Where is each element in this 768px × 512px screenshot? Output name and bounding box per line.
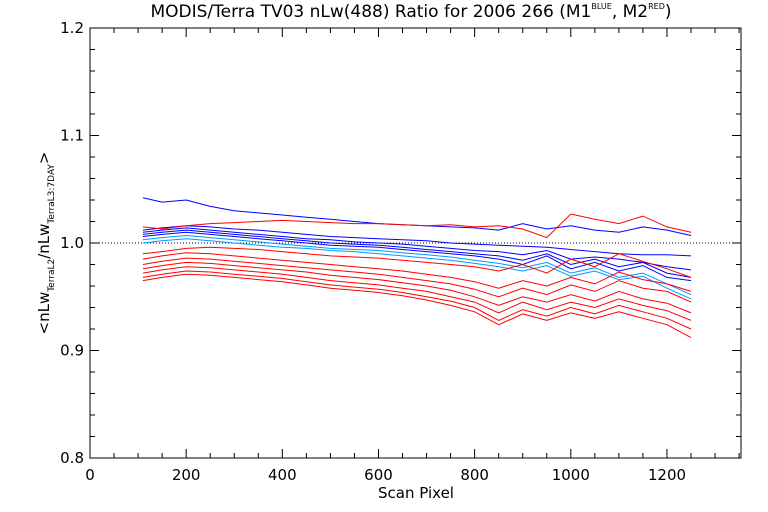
series-line-7: [142, 238, 692, 300]
series-line-2: [142, 225, 692, 257]
ylabel-sub1: TerraL2: [47, 259, 57, 293]
ylabel-part3: >: [35, 152, 53, 165]
series-line-12: [142, 261, 692, 314]
x-tick-label: 1000: [552, 466, 590, 484]
y-axis-title: <nLwTerraL2/nLwTerraL3:7DAY>: [35, 152, 57, 335]
y-tick-label: 0.9: [60, 342, 84, 360]
x-tick-label: 1200: [648, 466, 686, 484]
series-line-8: [142, 213, 692, 239]
axes-layer: 0 200 400 600 800 1000 1200 0.8 0.9 1.0 1.1 1.2: [60, 19, 742, 484]
title-sup-blue: BLUE: [591, 2, 611, 11]
title-mid: , M2: [612, 2, 648, 22]
chart-title: MODIS/Terra TV03 nLw(488) Ratio for 2006…: [150, 2, 671, 22]
x-axis-title: Scan Pixel: [378, 484, 454, 502]
x-tick-label: 400: [268, 466, 297, 484]
x-tick-label: 0: [85, 466, 95, 484]
title-main: MODIS/Terra TV03 nLw(488) Ratio for 2006…: [150, 2, 591, 22]
plot-frame: [89, 27, 742, 459]
series-line-9: [142, 246, 692, 278]
series-line-5: [142, 231, 692, 282]
title-end: ): [665, 2, 672, 22]
series-line-4: [142, 229, 692, 278]
x-tick-label: 800: [460, 466, 489, 484]
y-tick-label: 1.1: [60, 127, 84, 145]
series-line-11: [142, 257, 692, 303]
y-tick-label: 0.8: [60, 449, 84, 467]
ylabel-part2: /nLw: [35, 224, 53, 259]
title-sup-red: RED: [648, 2, 665, 11]
series-line-1: [142, 197, 692, 236]
series-line-3: [142, 227, 692, 271]
y-tick-label: 1.2: [60, 19, 84, 37]
y-tick-label: 1.0: [60, 234, 84, 252]
series-layer: [90, 197, 741, 339]
x-tick-label: 600: [364, 466, 393, 484]
ylabel-sub2: TerraL3:7DAY: [47, 164, 57, 225]
series-line-10: [142, 252, 692, 292]
x-tick-label: 200: [172, 466, 201, 484]
ylabel-part1: <nLw: [35, 292, 53, 335]
series-line-6: [142, 234, 692, 296]
series-line-14: [142, 270, 692, 330]
series-line-15: [142, 273, 692, 339]
series-line-13: [142, 266, 692, 321]
